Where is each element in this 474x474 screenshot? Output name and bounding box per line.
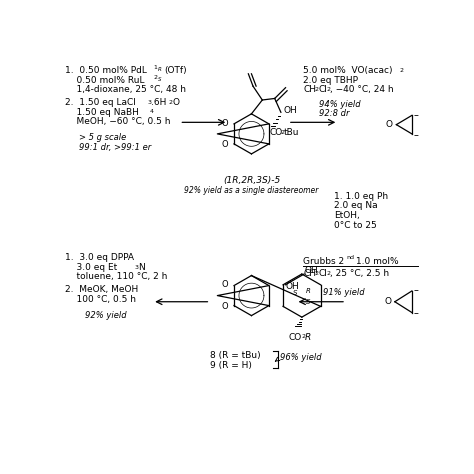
Text: 2: 2 <box>154 75 158 80</box>
Text: 2.  1.50 eq LaCl: 2. 1.50 eq LaCl <box>65 98 137 107</box>
Text: 100 °C, 0.5 h: 100 °C, 0.5 h <box>65 295 137 304</box>
Text: 99:1 dr, >99:1 er: 99:1 dr, >99:1 er <box>80 143 152 152</box>
Text: 2: 2 <box>314 271 318 276</box>
Text: .6H: .6H <box>152 98 167 107</box>
Text: 2.  MeOK, MeOH: 2. MeOK, MeOH <box>65 285 139 294</box>
Text: MeOH, −60 °C, 0.5 h: MeOH, −60 °C, 0.5 h <box>65 117 171 126</box>
Text: 2.0 eq Na: 2.0 eq Na <box>334 201 378 210</box>
Text: O: O <box>221 118 228 128</box>
Text: Cl: Cl <box>318 269 327 278</box>
Text: Cl: Cl <box>318 85 327 94</box>
Text: OH: OH <box>304 266 318 275</box>
Text: R: R <box>306 288 310 294</box>
Text: > 5 g scale: > 5 g scale <box>80 134 127 143</box>
Text: O: O <box>384 297 392 306</box>
Text: , −40 °C, 24 h: , −40 °C, 24 h <box>330 85 394 94</box>
Text: 1. 1.0 eq Ph: 1. 1.0 eq Ph <box>334 191 389 201</box>
Text: S: S <box>293 290 298 295</box>
Text: –: – <box>413 285 418 295</box>
Text: O: O <box>386 120 393 129</box>
Text: OH: OH <box>285 282 299 291</box>
Text: O: O <box>221 140 228 149</box>
Text: 8 (R = tBu): 8 (R = tBu) <box>210 351 261 360</box>
Text: N: N <box>138 263 145 272</box>
Text: 9 (R = H): 9 (R = H) <box>210 361 252 370</box>
Text: CH: CH <box>303 85 316 94</box>
Text: 2: 2 <box>301 335 305 339</box>
Text: O: O <box>173 98 179 107</box>
Text: 92% yield as a single diastereomer: 92% yield as a single diastereomer <box>184 186 319 195</box>
Text: 92:8 dr: 92:8 dr <box>319 109 349 118</box>
Text: 3: 3 <box>135 265 138 270</box>
Text: 91% yield: 91% yield <box>323 288 365 297</box>
Text: CH: CH <box>303 269 316 278</box>
Text: 2: 2 <box>281 130 285 135</box>
Text: 1.  3.0 eq DPPA: 1. 3.0 eq DPPA <box>65 253 135 262</box>
Text: toluene, 110 °C, 2 h: toluene, 110 °C, 2 h <box>65 273 168 282</box>
Text: 2: 2 <box>169 100 173 105</box>
Text: 96% yield: 96% yield <box>280 353 322 362</box>
Text: 4: 4 <box>150 109 154 114</box>
Text: 92% yield: 92% yield <box>85 311 127 320</box>
Text: 1,4-dioxane, 25 °C, 48 h: 1,4-dioxane, 25 °C, 48 h <box>65 85 186 94</box>
Text: 3.0 eq Et: 3.0 eq Et <box>65 263 118 272</box>
Text: –: – <box>413 109 418 119</box>
Text: S: S <box>306 299 310 305</box>
Text: O: O <box>221 302 228 311</box>
Text: –: – <box>413 308 418 318</box>
Text: (1R,2R,3S)-5: (1R,2R,3S)-5 <box>223 176 280 185</box>
Text: OH: OH <box>283 106 297 115</box>
Text: –: – <box>413 130 418 140</box>
Text: nd: nd <box>346 255 354 260</box>
Text: , 25 °C, 2.5 h: , 25 °C, 2.5 h <box>330 269 390 278</box>
Text: 1.50 eq NaBH: 1.50 eq NaBH <box>65 108 139 117</box>
Text: 2: 2 <box>400 68 403 73</box>
Text: 1.0 mol%: 1.0 mol% <box>353 257 399 266</box>
Text: 2: 2 <box>327 271 331 276</box>
Text: tBu: tBu <box>284 128 300 137</box>
Text: 0°C to 25: 0°C to 25 <box>334 220 377 229</box>
Text: 94% yield: 94% yield <box>319 100 361 109</box>
Text: CO: CO <box>289 333 302 342</box>
Text: 3: 3 <box>147 100 152 105</box>
Text: EtOH,: EtOH, <box>334 211 360 220</box>
Text: 1: 1 <box>154 65 158 70</box>
Text: CO: CO <box>269 128 283 137</box>
Text: (OTf): (OTf) <box>164 66 186 75</box>
Text: 5.0 mol%  VO(acac): 5.0 mol% VO(acac) <box>303 66 393 75</box>
Text: R: R <box>305 333 311 342</box>
Text: 2.0 eq TBHP: 2.0 eq TBHP <box>303 76 358 85</box>
Text: Grubbs 2: Grubbs 2 <box>303 257 345 266</box>
Text: 2: 2 <box>314 87 318 92</box>
Text: 0.50 mol% RuL: 0.50 mol% RuL <box>65 76 145 85</box>
Text: R: R <box>158 67 162 72</box>
Text: S: S <box>158 77 161 82</box>
Text: O: O <box>221 280 228 289</box>
Text: 2: 2 <box>327 87 331 92</box>
Text: 1.  0.50 mol% PdL: 1. 0.50 mol% PdL <box>65 66 147 75</box>
